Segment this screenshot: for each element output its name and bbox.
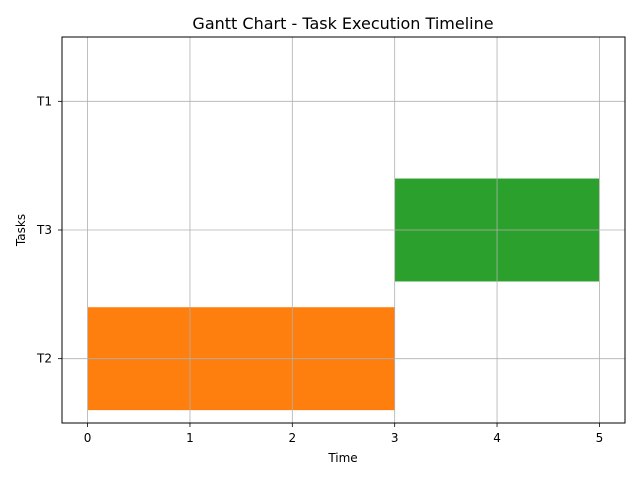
x-axis-ticks: 0 1 2 3 4 5: [84, 423, 603, 445]
x-tick-label: 0: [84, 431, 92, 445]
x-tick-label: 3: [391, 431, 399, 445]
y-axis-ticks: T2 T3 T1: [36, 94, 62, 366]
x-tick-label: 1: [186, 431, 194, 445]
grid: [62, 37, 625, 423]
x-tick-label: 5: [596, 431, 604, 445]
task-bars: [87, 178, 600, 411]
x-tick-label: 2: [288, 431, 296, 445]
y-tick-label-t2: T2: [36, 352, 52, 366]
y-tick-label-t3: T3: [36, 223, 52, 237]
x-axis-label: Time: [327, 451, 357, 465]
y-axis-label: Tasks: [14, 214, 28, 247]
y-tick-label-t1: T1: [36, 94, 52, 108]
x-tick-label: 4: [493, 431, 501, 445]
chart-title: Gantt Chart - Task Execution Timeline: [192, 14, 493, 33]
